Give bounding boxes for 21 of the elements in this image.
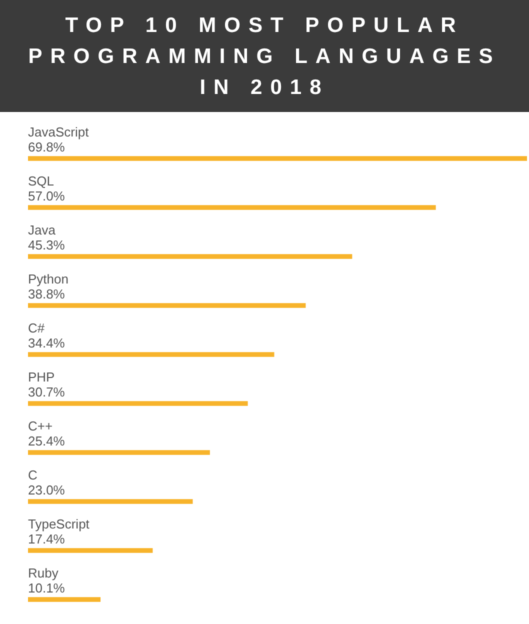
data-label: 23.0%	[28, 482, 66, 498]
y-tick-label: SQL	[28, 174, 54, 188]
data-label: 38.8%	[28, 286, 66, 302]
data-label: 17.4%	[28, 532, 66, 546]
y-tick-label: PHP	[28, 370, 55, 384]
data-label: 57.0%	[28, 188, 66, 204]
data-label: 10.1%	[28, 580, 66, 596]
y-tick-label: Python	[28, 272, 68, 286]
data-label: 30.7%	[28, 384, 66, 400]
y-tick-label: C++	[28, 418, 53, 434]
data-label: 34.4%	[28, 336, 66, 350]
y-tick-label: C#	[28, 320, 46, 336]
data-label: 69.8%	[28, 140, 66, 154]
y-tick-label: JavaScript	[28, 124, 90, 140]
y-tick-label: Ruby	[28, 566, 59, 580]
y-tick-label: Java	[28, 222, 56, 238]
y-tick-label: TypeScript	[28, 516, 90, 532]
data-label: 25.4%	[28, 434, 66, 448]
chart-title: TOP 10 MOST POPULAR PROGRAMMING LANGUAGES IN 2018	[0, 0, 529, 112]
data-label: 45.3%	[28, 238, 66, 252]
y-tick-label: C	[28, 468, 38, 482]
